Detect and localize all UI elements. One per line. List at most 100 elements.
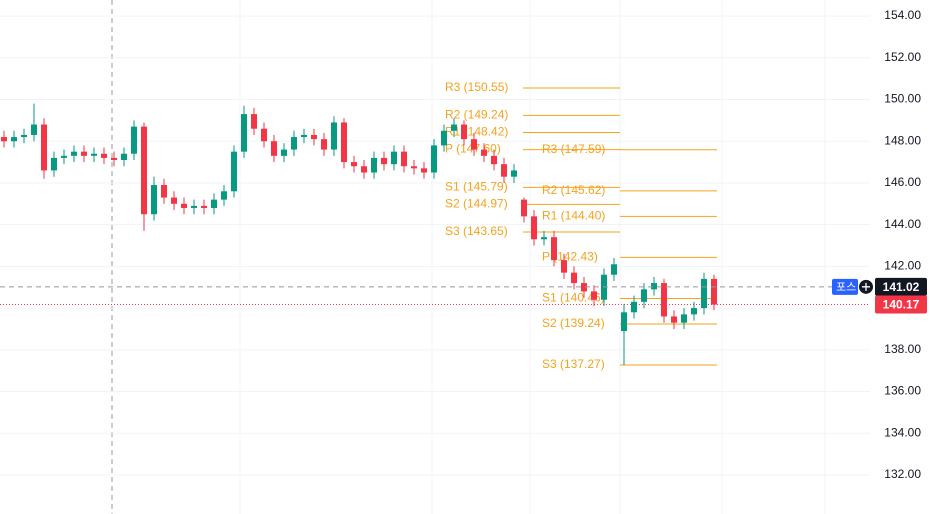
pivot-label: S2 (139.24) bbox=[542, 316, 605, 330]
crosshair-price-bg bbox=[875, 277, 927, 296]
pivot-label: R1 (144.40) bbox=[542, 208, 605, 222]
candle-body bbox=[11, 137, 17, 142]
y-tick-label: 152.00 bbox=[884, 50, 921, 64]
last-price-label: 140.17 bbox=[883, 298, 920, 312]
candle-body bbox=[251, 114, 257, 129]
y-tick-label: 138.00 bbox=[884, 342, 921, 356]
candle-body bbox=[641, 289, 647, 302]
candle-body bbox=[321, 139, 327, 150]
candle-body bbox=[701, 278, 707, 309]
y-tick-label: 134.00 bbox=[884, 425, 921, 439]
candle-body bbox=[1, 137, 7, 142]
candle-body bbox=[631, 301, 637, 313]
candle-body bbox=[611, 264, 617, 275]
candle-body bbox=[691, 308, 697, 315]
candle-body bbox=[241, 114, 247, 152]
y-tick-label: 148.00 bbox=[884, 133, 921, 147]
candle-body bbox=[381, 157, 387, 165]
candle-body bbox=[51, 157, 57, 171]
candle-body bbox=[521, 199, 527, 217]
candle-body bbox=[71, 151, 77, 156]
y-tick-label: 136.00 bbox=[884, 384, 921, 398]
candle-body bbox=[361, 166, 367, 173]
candle-body bbox=[211, 199, 217, 208]
candle-body bbox=[101, 153, 107, 158]
badge-bg bbox=[832, 278, 858, 295]
pivot-label: S2 (144.97) bbox=[445, 197, 508, 211]
candle-body bbox=[41, 124, 47, 171]
candle-body bbox=[461, 124, 467, 140]
time-grid bbox=[239, 0, 826, 514]
candle-body bbox=[31, 124, 37, 135]
y-tick-label: 142.00 bbox=[884, 259, 921, 273]
candle-body bbox=[431, 145, 437, 173]
candle-body bbox=[21, 134, 27, 138]
candle-body bbox=[341, 122, 347, 163]
pivot-label: S1 (140.46) bbox=[542, 291, 605, 305]
candle-body bbox=[471, 139, 477, 150]
y-tick-label: 132.00 bbox=[884, 467, 921, 481]
candle-body bbox=[581, 283, 587, 292]
candle-body bbox=[661, 283, 667, 317]
candle-body bbox=[191, 205, 197, 208]
candle-body bbox=[261, 128, 267, 142]
candle-body bbox=[551, 237, 557, 261]
pivot-label: R3 (147.59) bbox=[542, 142, 605, 156]
candle-body bbox=[141, 126, 147, 215]
candle-body bbox=[371, 157, 377, 173]
candle-body bbox=[351, 162, 357, 167]
candle-body bbox=[331, 122, 337, 150]
pivot-label: R2 (149.24) bbox=[445, 108, 508, 122]
pivot-label: S3 (143.65) bbox=[445, 224, 508, 238]
candle-body bbox=[81, 151, 87, 156]
candle-body bbox=[171, 197, 177, 204]
pivot-label: S1 (145.79) bbox=[445, 179, 508, 193]
candle-body bbox=[401, 151, 407, 167]
candle-body bbox=[671, 316, 677, 323]
y-tick-label: 146.00 bbox=[884, 175, 921, 189]
pivot-label: R2 (145.62) bbox=[542, 183, 605, 197]
candle-body bbox=[201, 205, 207, 208]
candle-body bbox=[571, 272, 577, 284]
candle-body bbox=[131, 126, 137, 154]
candle-body bbox=[181, 203, 187, 208]
candle-body bbox=[481, 149, 487, 156]
candle-body bbox=[421, 168, 427, 173]
candle-body bbox=[121, 153, 127, 160]
candle-body bbox=[451, 124, 457, 131]
candle-body bbox=[231, 151, 237, 192]
candle-body bbox=[301, 134, 307, 138]
candle-body bbox=[271, 141, 277, 156]
candle-body bbox=[711, 278, 717, 305]
candle-body bbox=[651, 283, 657, 290]
pivot-label: S3 (137.27) bbox=[542, 357, 605, 371]
candle-body bbox=[151, 185, 157, 215]
candle-body bbox=[61, 155, 67, 158]
candle-body bbox=[491, 155, 497, 165]
candle-body bbox=[111, 157, 117, 160]
y-tick-label: 150.00 bbox=[884, 92, 921, 106]
pivot-label: R3 (150.55) bbox=[445, 80, 508, 94]
candle-body bbox=[291, 137, 297, 150]
candle-body bbox=[501, 164, 507, 177]
candle-body bbox=[511, 170, 517, 177]
y-tick-label: 144.00 bbox=[884, 217, 921, 231]
candle-body bbox=[411, 166, 417, 169]
candle-body bbox=[561, 260, 567, 273]
candle-body bbox=[91, 153, 97, 156]
candle-body bbox=[591, 291, 597, 300]
candle-body bbox=[541, 237, 547, 240]
last-price-bg bbox=[875, 295, 927, 314]
candle-body bbox=[281, 149, 287, 156]
add-icon bbox=[862, 282, 870, 291]
crosshair-price-label: 141.02 bbox=[883, 280, 920, 294]
candle-body bbox=[311, 134, 317, 140]
candle-body bbox=[681, 314, 687, 323]
pivot-label: R1 (148.42) bbox=[445, 125, 508, 139]
candle-body bbox=[621, 312, 627, 332]
y-tick-label: 154.00 bbox=[884, 8, 921, 22]
candle-body bbox=[161, 185, 167, 198]
pivot-label: P (142.43) bbox=[542, 250, 598, 264]
